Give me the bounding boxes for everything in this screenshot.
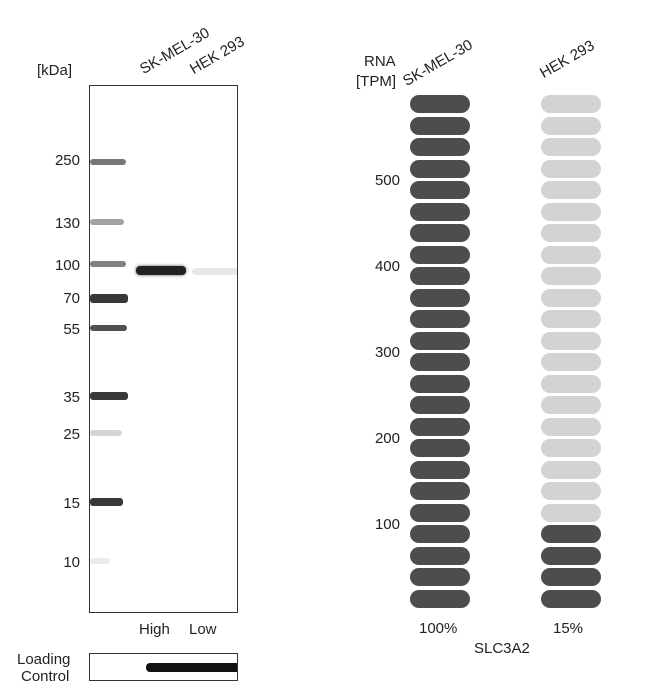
ladder-band-10	[90, 558, 110, 564]
ladder-band-100	[90, 261, 126, 267]
rna-axis-tick-200: 200	[374, 430, 400, 447]
rna-unit	[541, 202, 601, 221]
rna-unit	[541, 374, 601, 393]
rna-unit	[541, 95, 601, 113]
intensity-label-high: High	[139, 621, 170, 638]
rna-unit	[410, 267, 470, 285]
rna-unit	[541, 396, 601, 414]
loading-control-label-line1: Loading	[17, 651, 71, 668]
rna-unit	[410, 181, 470, 199]
rna-unit	[541, 546, 601, 565]
rna-unit	[410, 353, 470, 371]
rna-unit	[541, 525, 601, 543]
rna-unit	[541, 267, 601, 285]
rna-unit	[410, 310, 470, 328]
marker-label-15: 15	[63, 495, 80, 512]
rna-sample-label-sk-mel-30: SK-MEL-30	[400, 36, 476, 90]
rna-percent-hek-293: 15%	[553, 620, 584, 637]
sample-band-sk-mel-30	[136, 266, 186, 275]
marker-label-25: 25	[63, 426, 80, 443]
sample-band-hek-293	[192, 268, 237, 275]
rna-column-hek-293	[541, 95, 601, 608]
rna-unit	[541, 181, 601, 199]
ladder-band-55	[90, 325, 127, 331]
ladder-band-70	[90, 294, 128, 303]
rna-unit	[410, 374, 470, 393]
ladder-band-130	[90, 219, 124, 225]
rna-unit	[410, 546, 470, 565]
rna-unit	[541, 460, 601, 479]
rna-unit	[541, 310, 601, 328]
rna-unit	[410, 417, 470, 436]
rna-sample-label-hek-293: HEK 293	[537, 37, 598, 82]
rna-unit	[410, 589, 470, 608]
rna-unit	[541, 116, 601, 135]
marker-label-250: 250	[54, 152, 80, 169]
intensity-label-low: Low	[189, 621, 217, 638]
rna-title-line2: [TPM]	[356, 73, 396, 90]
marker-label-35: 35	[63, 389, 80, 406]
rna-unit	[541, 589, 601, 608]
rna-unit	[541, 417, 601, 436]
rna-unit	[410, 439, 470, 457]
ladder-band-250	[90, 159, 126, 165]
rna-unit	[410, 95, 470, 113]
marker-label-100: 100	[54, 257, 80, 274]
rna-column-sk-mel-30	[410, 95, 470, 608]
rna-unit	[541, 138, 601, 156]
loading-control-blot	[89, 653, 238, 681]
rna-gene-name: SLC3A2	[474, 640, 530, 657]
rna-unit	[541, 288, 601, 307]
marker-label-55: 55	[63, 321, 80, 338]
rna-title-line1: RNA	[364, 53, 396, 70]
rna-unit	[541, 353, 601, 371]
rna-unit	[410, 224, 470, 242]
marker-label-130: 130	[54, 215, 80, 232]
rna-unit	[410, 482, 470, 500]
ladder-band-15	[90, 498, 123, 506]
rna-unit	[410, 116, 470, 135]
marker-label-10: 10	[63, 554, 80, 571]
ladder-band-35	[90, 392, 128, 400]
rna-unit	[410, 568, 470, 586]
marker-label-70: 70	[63, 290, 80, 307]
ladder-band-25	[90, 430, 122, 436]
rna-unit	[410, 525, 470, 543]
rna-axis-tick-100: 100	[374, 516, 400, 533]
loading-control-band	[146, 663, 237, 672]
rna-unit	[541, 568, 601, 586]
rna-axis-tick-300: 300	[374, 344, 400, 361]
rna-unit	[541, 159, 601, 178]
rna-unit	[541, 331, 601, 350]
rna-axis-tick-500: 500	[374, 172, 400, 189]
rna-unit	[541, 245, 601, 264]
rna-unit	[410, 138, 470, 156]
rna-axis-tick-400: 400	[374, 258, 400, 275]
rna-percent-sk-mel-30: 100%	[419, 620, 458, 637]
rna-unit	[410, 460, 470, 479]
rna-unit	[541, 439, 601, 457]
rna-unit	[410, 245, 470, 264]
rna-unit	[541, 482, 601, 500]
rna-unit	[410, 288, 470, 307]
loading-control-label-line2: Control	[21, 668, 70, 685]
western-blot-image	[89, 85, 238, 613]
rna-unit	[410, 396, 470, 414]
rna-unit	[410, 331, 470, 350]
rna-unit	[410, 503, 470, 522]
rna-unit	[541, 224, 601, 242]
rna-unit	[541, 503, 601, 522]
rna-unit	[410, 159, 470, 178]
rna-unit	[410, 202, 470, 221]
kda-unit-label: [kDa]	[37, 62, 73, 79]
